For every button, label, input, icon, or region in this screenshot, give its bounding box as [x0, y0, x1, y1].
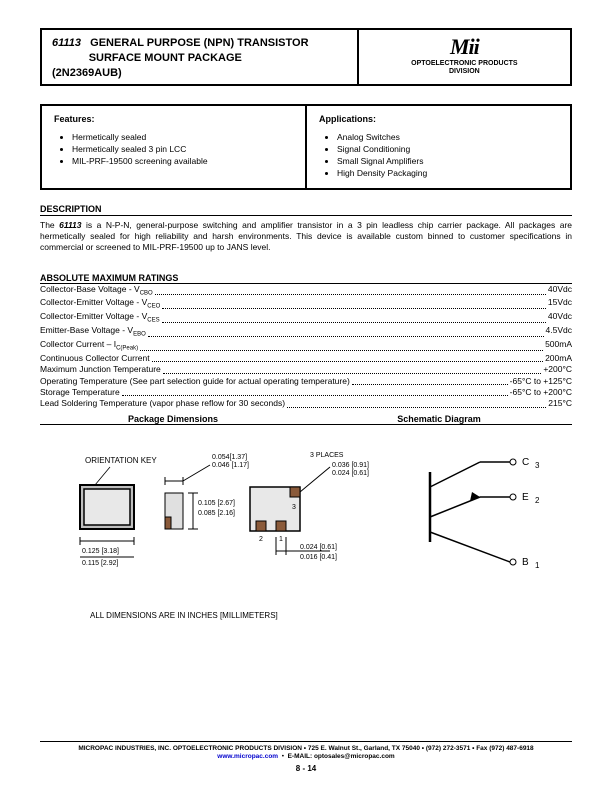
header-box: 61113 GENERAL PURPOSE (NPN) TRANSISTOR S… — [40, 28, 572, 86]
logo: Mii — [363, 34, 566, 60]
page-number: 8 - 14 — [40, 764, 572, 774]
rating-row: Collector-Emitter Voltage - VCES40Vdc — [40, 311, 572, 325]
title-line1: GENERAL PURPOSE (NPN) TRANSISTOR — [90, 37, 308, 49]
orientation-key-label: ORIENTATION KEY — [85, 456, 157, 465]
rating-row: Collector Current – IC(Peak)500mA — [40, 339, 572, 353]
rating-row: Storage Temperature-65°C to +200°C — [40, 387, 572, 398]
rating-row: Continuous Collector Current 200mA — [40, 353, 572, 364]
svg-text:B: B — [522, 557, 529, 568]
svg-text:0.046 [1.17]: 0.046 [1.17] — [212, 462, 249, 469]
list-item: Hermetically sealed 3 pin LCC — [72, 144, 293, 156]
package-diagram: ORIENTATION KEY 0.125 [3.18] 0.115 [2.92… — [40, 437, 370, 607]
svg-text:0.024 [0.61]: 0.024 [0.61] — [300, 544, 337, 551]
svg-text:0.036 [0.91]: 0.036 [0.91] — [332, 462, 369, 469]
svg-text:2: 2 — [259, 536, 263, 543]
list-item: Small Signal Amplifiers — [337, 156, 558, 168]
applications-title: Applications: — [319, 114, 558, 124]
package-dimensions-title: Package Dimensions — [40, 414, 306, 424]
description-title: DESCRIPTION — [40, 204, 572, 216]
list-item: High Density Packaging — [337, 168, 558, 180]
svg-text:0.016 [0.41]: 0.016 [0.41] — [300, 554, 337, 561]
schematic-diagram: C 3 E 2 B 1 — [370, 437, 572, 607]
list-item: Signal Conditioning — [337, 144, 558, 156]
svg-text:1: 1 — [279, 536, 283, 543]
diagram-area: ORIENTATION KEY 0.125 [3.18] 0.115 [2.92… — [40, 437, 572, 607]
applications-list: Analog Switches Signal Conditioning Smal… — [319, 132, 558, 180]
svg-text:0.125 [3.18]: 0.125 [3.18] — [82, 548, 119, 555]
logo-sub1: OPTOELECTRONIC PRODUCTS — [363, 60, 566, 68]
features-column: Features: Hermetically sealed Hermetical… — [42, 106, 307, 188]
svg-text:0.115 [2.92]: 0.115 [2.92] — [82, 560, 119, 567]
logo-sub2: DIVISION — [363, 68, 566, 76]
alt-part: (2N2369AUB) — [52, 67, 122, 79]
svg-text:0.085 [2.16]: 0.085 [2.16] — [198, 510, 235, 517]
rating-row: Collector-Emitter Voltage - VCEO15Vdc — [40, 297, 572, 311]
website-link[interactable]: www.micropac.com — [217, 753, 278, 760]
dimensions-note: ALL DIMENSIONS ARE IN INCHES [MILLIMETER… — [90, 611, 370, 620]
rating-row: Operating Temperature (See part selectio… — [40, 376, 572, 387]
header-left: 61113 GENERAL PURPOSE (NPN) TRANSISTOR S… — [42, 30, 359, 84]
ratings-table: Collector-Base Voltage - VCBO40VdcCollec… — [40, 284, 572, 410]
svg-text:2: 2 — [535, 496, 540, 505]
features-list: Hermetically sealed Hermetically sealed … — [54, 132, 293, 168]
features-title: Features: — [54, 114, 293, 124]
list-item: Analog Switches — [337, 132, 558, 144]
title-line2: SURFACE MOUNT PACKAGE — [89, 52, 242, 64]
svg-text:0.024 [0.61]: 0.024 [0.61] — [332, 470, 369, 477]
svg-text:0.105 [2.67]: 0.105 [2.67] — [198, 500, 235, 507]
schematic-diagram-title: Schematic Diagram — [306, 414, 572, 424]
rating-row: Collector-Base Voltage - VCBO40Vdc — [40, 284, 572, 298]
description-text: The 61113 is a N-P-N, general-purpose sw… — [40, 220, 572, 253]
svg-text:1: 1 — [535, 561, 540, 570]
svg-text:3 PLACES: 3 PLACES — [310, 452, 344, 459]
applications-column: Applications: Analog Switches Signal Con… — [307, 106, 570, 188]
svg-text:3: 3 — [292, 504, 296, 511]
diagram-titles: Package Dimensions Schematic Diagram — [40, 414, 572, 425]
rating-row: Lead Soldering Temperature (vapor phase … — [40, 398, 572, 409]
list-item: MIL-PRF-19500 screening available — [72, 156, 293, 168]
rating-row: Maximum Junction Temperature+200°C — [40, 364, 572, 375]
features-applications-box: Features: Hermetically sealed Hermetical… — [40, 104, 572, 190]
svg-text:C: C — [522, 457, 529, 468]
part-number: 61113 — [52, 37, 81, 49]
svg-text:0.054[1.37]: 0.054[1.37] — [212, 454, 247, 461]
svg-text:3: 3 — [535, 461, 540, 470]
page-footer: MICROPAC INDUSTRIES, INC. OPTOELECTRONIC… — [40, 741, 572, 774]
list-item: Hermetically sealed — [72, 132, 293, 144]
header-right: Mii OPTOELECTRONIC PRODUCTS DIVISION — [359, 30, 570, 84]
svg-text:E: E — [522, 492, 529, 503]
ratings-title: ABSOLUTE MAXIMUM RATINGS — [40, 273, 572, 284]
rating-row: Emitter-Base Voltage - VEBO4.5Vdc — [40, 325, 572, 339]
